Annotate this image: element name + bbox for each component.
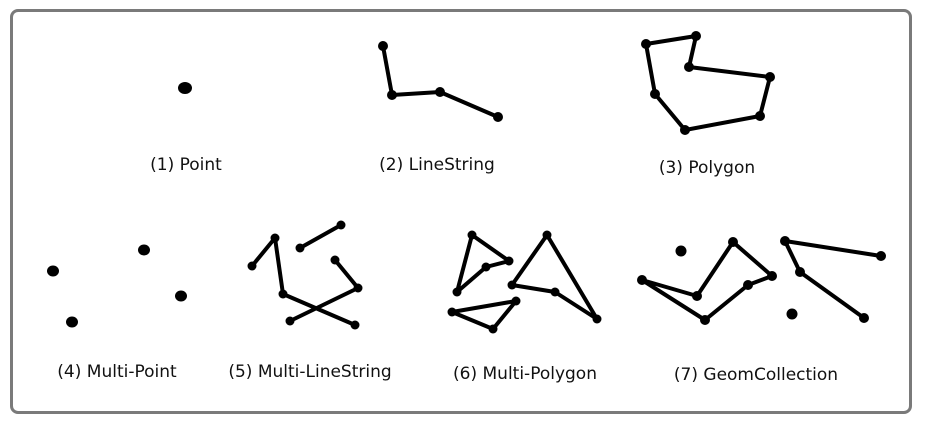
geomcollection-line	[783, 239, 883, 258]
geomcollection-vertex	[700, 315, 710, 325]
multipolygon-vertex	[592, 314, 602, 324]
polygon-vertex	[680, 125, 690, 135]
geomcollection-point	[786, 308, 798, 320]
geomcollection-polygon	[640, 240, 774, 322]
multipolygon-vertex	[488, 324, 498, 334]
panel-multilinestring: (5) Multi-LineString	[228, 220, 392, 382]
multilinestring-line	[250, 236, 357, 327]
polygon-vertex	[691, 31, 701, 41]
geomcollection-vertex	[637, 275, 647, 285]
polygon-vertex	[650, 89, 660, 99]
multilinestring-vertex	[285, 316, 295, 326]
geomcollection-vertex	[728, 237, 738, 247]
panel-geomcollection: (7) GeomCollection	[637, 236, 886, 385]
caption-multilinestring: (5) Multi-LineString	[228, 362, 391, 382]
multipolygon-vertex	[504, 256, 514, 266]
caption-multipoint: (4) Multi-Point	[57, 362, 177, 382]
caption-point: (1) Point	[150, 155, 222, 175]
multipolygon-vertex	[507, 280, 517, 290]
polygon-vertex	[641, 39, 651, 49]
polygon-vertex	[755, 111, 765, 121]
geomcollection-vertex	[795, 267, 805, 277]
point-vertex	[178, 82, 192, 94]
polygon-vertex	[684, 62, 694, 72]
caption-polygon: (3) Polygon	[659, 158, 755, 178]
multipolygon-vertex	[447, 307, 457, 317]
caption-multipolygon: (6) Multi-Polygon	[453, 364, 597, 384]
multipolygon-vertex	[467, 230, 477, 240]
geomcollection-vertex	[767, 271, 777, 281]
multipoint-vertex	[66, 316, 78, 328]
multipoint-vertex	[175, 290, 187, 302]
linestring-vertex	[493, 112, 503, 122]
multilinestring-vertex	[336, 220, 346, 230]
multipolygon-ring	[450, 299, 518, 331]
geomcollection-vertex	[692, 291, 702, 301]
panel-point: (1) Point	[150, 82, 222, 175]
multilinestring-vertex	[247, 261, 257, 271]
geomcollection-vertex	[743, 280, 753, 290]
geomcollection-vertex	[859, 313, 869, 323]
multipoint-vertex	[138, 244, 150, 256]
multilinestring-vertex	[330, 255, 340, 265]
polygon-ring	[644, 34, 772, 132]
caption-geomcollection: (7) GeomCollection	[674, 365, 838, 385]
linestring-vertex	[387, 90, 397, 100]
linestring-vertex	[378, 41, 388, 51]
multilinestring-vertex	[295, 243, 305, 253]
polygon-vertex	[765, 72, 775, 82]
multilinestring-vertex	[353, 283, 363, 293]
multilinestring-line	[298, 223, 343, 250]
multipolygon-vertex	[452, 287, 462, 297]
panel-multipolygon: (6) Multi-Polygon	[447, 230, 602, 384]
panel-polygon: (3) Polygon	[641, 31, 775, 178]
panel-multipoint: (4) Multi-Point	[47, 244, 187, 382]
multipolygon-ring	[455, 233, 511, 294]
multipolygon-vertex	[481, 262, 491, 272]
caption-linestring: (2) LineString	[379, 155, 495, 175]
multipoint-vertex	[47, 265, 59, 277]
multilinestring-vertex	[278, 289, 288, 299]
multipolygon-ring	[510, 233, 599, 321]
multipolygon-vertex	[550, 287, 560, 297]
multipolygon-vertex	[542, 230, 552, 240]
multilinestring-vertex	[350, 320, 360, 330]
multipolygon-vertex	[511, 296, 521, 306]
geomcollection-vertex	[780, 236, 790, 246]
linestring-line	[381, 44, 500, 119]
geomcollection-vertex	[876, 251, 886, 261]
geomcollection-point	[675, 245, 687, 257]
panel-linestring: (2) LineString	[378, 41, 503, 175]
linestring-vertex	[435, 87, 445, 97]
multilinestring-vertex	[270, 233, 280, 243]
